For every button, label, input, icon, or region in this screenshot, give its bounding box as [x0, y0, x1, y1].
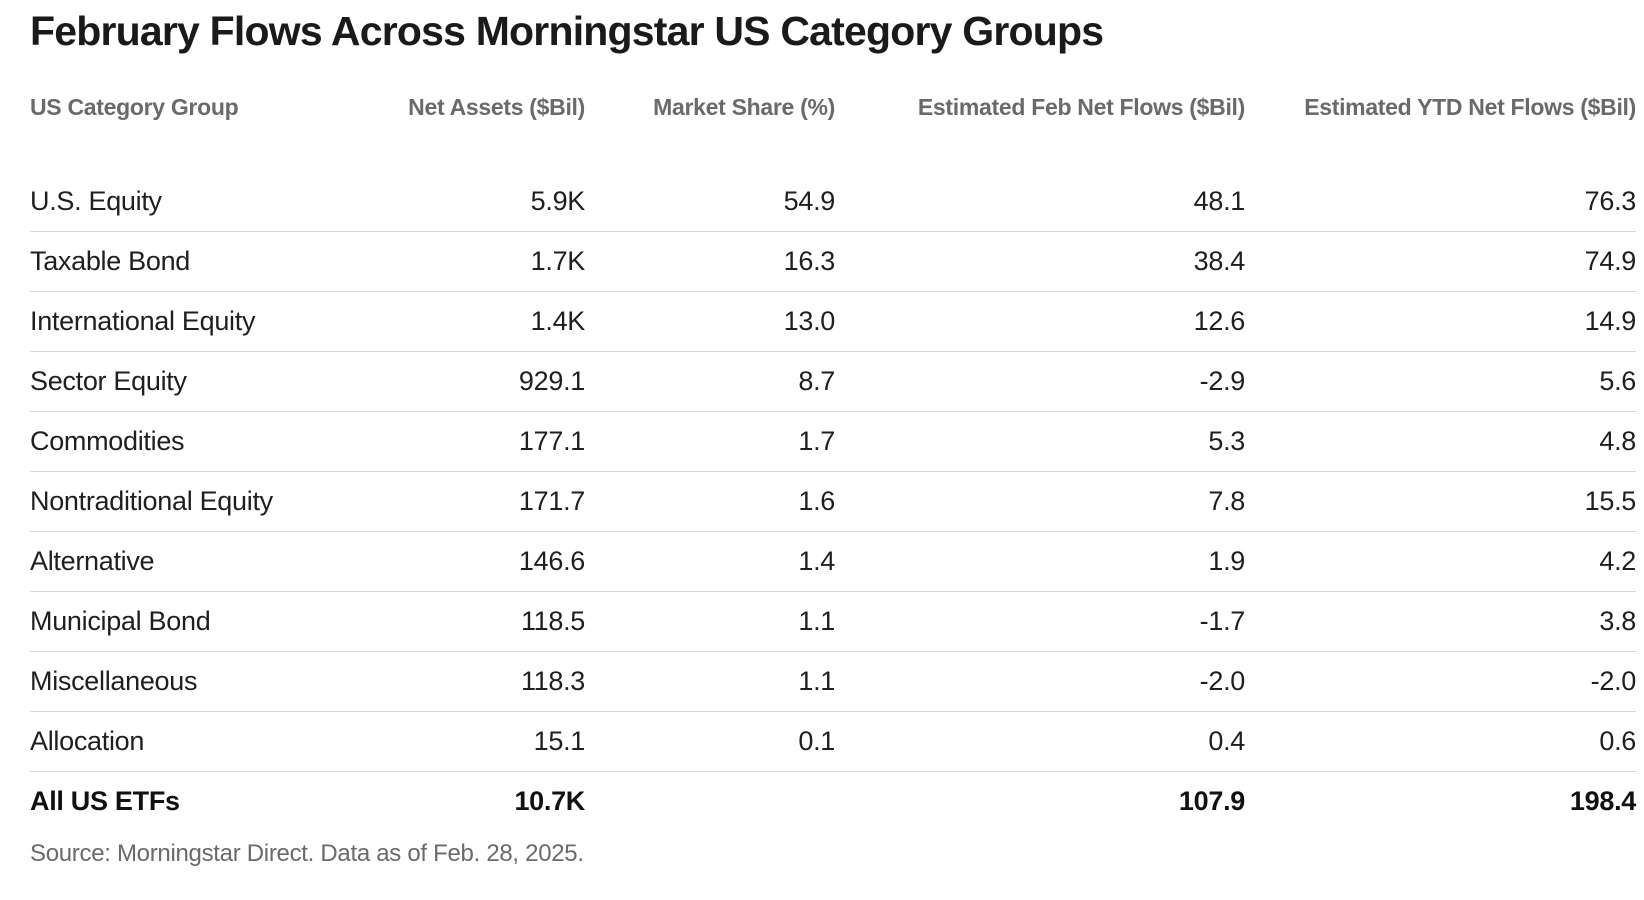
cell-feb-net-flows: 48.1 — [835, 172, 1245, 232]
cell-feb-net-flows: 7.8 — [835, 471, 1245, 532]
cell-category-group: Allocation — [30, 711, 360, 772]
cell-feb-net-flows: -2.0 — [835, 651, 1245, 712]
column-header-net-assets: Net Assets ($Bil) — [408, 94, 585, 120]
cell-category-group: Alternative — [30, 531, 360, 592]
total-cell-category-group: All US ETFs — [30, 786, 180, 816]
cell-feb-net-flows: -1.7 — [835, 591, 1245, 652]
cell-ytd-net-flows: 74.9 — [1245, 231, 1636, 292]
cell-market-share: 0.1 — [585, 711, 835, 772]
cell-category-group: International Equity — [30, 291, 360, 352]
cell-feb-net-flows: 1.9 — [835, 531, 1245, 592]
cell-ytd-net-flows: 3.8 — [1245, 591, 1636, 652]
cell-ytd-net-flows: 5.6 — [1245, 351, 1636, 412]
cell-net-assets: 171.7 — [360, 471, 585, 532]
cell-market-share: 1.6 — [585, 471, 835, 532]
cell-net-assets: 929.1 — [360, 351, 585, 412]
cell-ytd-net-flows: 4.8 — [1245, 411, 1636, 472]
cell-ytd-net-flows: 4.2 — [1245, 531, 1636, 592]
total-row: All US ETFs 10.7K 107.9 198.4 — [30, 772, 1636, 832]
cell-ytd-net-flows: 14.9 — [1245, 291, 1636, 352]
cell-feb-net-flows: 0.4 — [835, 711, 1245, 772]
cell-net-assets: 15.1 — [360, 711, 585, 772]
total-cell-net-assets: 10.7K — [514, 786, 585, 816]
cell-ytd-net-flows: 76.3 — [1245, 172, 1636, 232]
cell-feb-net-flows: 5.3 — [835, 411, 1245, 472]
cell-feb-net-flows: 12.6 — [835, 291, 1245, 352]
cell-net-assets: 5.9K — [360, 172, 585, 232]
cell-market-share: 54.9 — [585, 172, 835, 232]
cell-net-assets: 1.4K — [360, 291, 585, 352]
header-row: US Category Group Net Assets ($Bil) Mark… — [30, 80, 1636, 154]
cell-market-share: 8.7 — [585, 351, 835, 412]
table-row: Municipal Bond 118.5 1.1 -1.7 3.8 — [30, 591, 1636, 652]
cell-feb-net-flows: 38.4 — [835, 231, 1245, 292]
table-row: Taxable Bond 1.7K 16.3 38.4 74.9 — [30, 231, 1636, 292]
column-header-ytd-net-flows: Estimated YTD Net Flows ($Bil) — [1304, 94, 1636, 120]
cell-market-share: 1.4 — [585, 531, 835, 592]
cell-market-share: 13.0 — [585, 291, 835, 352]
table-row: International Equity 1.4K 13.0 12.6 14.9 — [30, 291, 1636, 352]
cell-ytd-net-flows: 15.5 — [1245, 471, 1636, 532]
cell-ytd-net-flows: -2.0 — [1245, 651, 1636, 712]
cell-category-group: Taxable Bond — [30, 231, 360, 292]
table-body: U.S. Equity 5.9K 54.9 48.1 76.3 Taxable Bond 1… — [30, 154, 1636, 831]
column-header-market-share: Market Share (%) — [653, 94, 835, 120]
cell-category-group: Nontraditional Equity — [30, 471, 360, 532]
cell-net-assets: 118.5 — [360, 591, 585, 652]
cell-category-group: Miscellaneous — [30, 651, 360, 712]
cell-market-share: 1.7 — [585, 411, 835, 472]
table-row: Allocation 15.1 0.1 0.4 0.6 — [30, 711, 1636, 772]
total-cell-ytd-net-flows: 198.4 — [1569, 786, 1636, 816]
cell-ytd-net-flows: 0.6 — [1245, 711, 1636, 772]
cell-category-group: Municipal Bond — [30, 591, 360, 652]
cell-category-group: Sector Equity — [30, 351, 360, 412]
cell-net-assets: 146.6 — [360, 531, 585, 592]
cell-category-group: Commodities — [30, 411, 360, 472]
table-row: Commodities 177.1 1.7 5.3 4.8 — [30, 411, 1636, 472]
cell-market-share: 1.1 — [585, 591, 835, 652]
cell-category-group: U.S. Equity — [30, 172, 360, 232]
table-row: Sector Equity 929.1 8.7 -2.9 5.6 — [30, 351, 1636, 412]
flows-table: US Category Group Net Assets ($Bil) Mark… — [30, 80, 1636, 831]
cell-net-assets: 118.3 — [360, 651, 585, 712]
table-row: U.S. Equity 5.9K 54.9 48.1 76.3 — [30, 172, 1636, 232]
cell-feb-net-flows: -2.9 — [835, 351, 1245, 412]
table-row: Miscellaneous 118.3 1.1 -2.0 -2.0 — [30, 651, 1636, 712]
total-cell-feb-net-flows: 107.9 — [1178, 786, 1245, 816]
cell-market-share: 1.1 — [585, 651, 835, 712]
cell-net-assets: 177.1 — [360, 411, 585, 472]
cell-market-share: 16.3 — [585, 231, 835, 292]
chart-title: February Flows Across Morningstar US Cat… — [30, 8, 1104, 54]
total-cell-market-share — [585, 772, 835, 832]
column-header-feb-net-flows: Estimated Feb Net Flows ($Bil) — [917, 94, 1245, 120]
cell-net-assets: 1.7K — [360, 231, 585, 292]
table-row: Nontraditional Equity 171.7 1.6 7.8 15.5 — [30, 471, 1636, 532]
column-header-category-group: US Category Group — [30, 94, 239, 120]
table-row: Alternative 146.6 1.4 1.9 4.2 — [30, 531, 1636, 592]
source-note: Source: Morningstar Direct. Data as of F… — [30, 840, 584, 867]
